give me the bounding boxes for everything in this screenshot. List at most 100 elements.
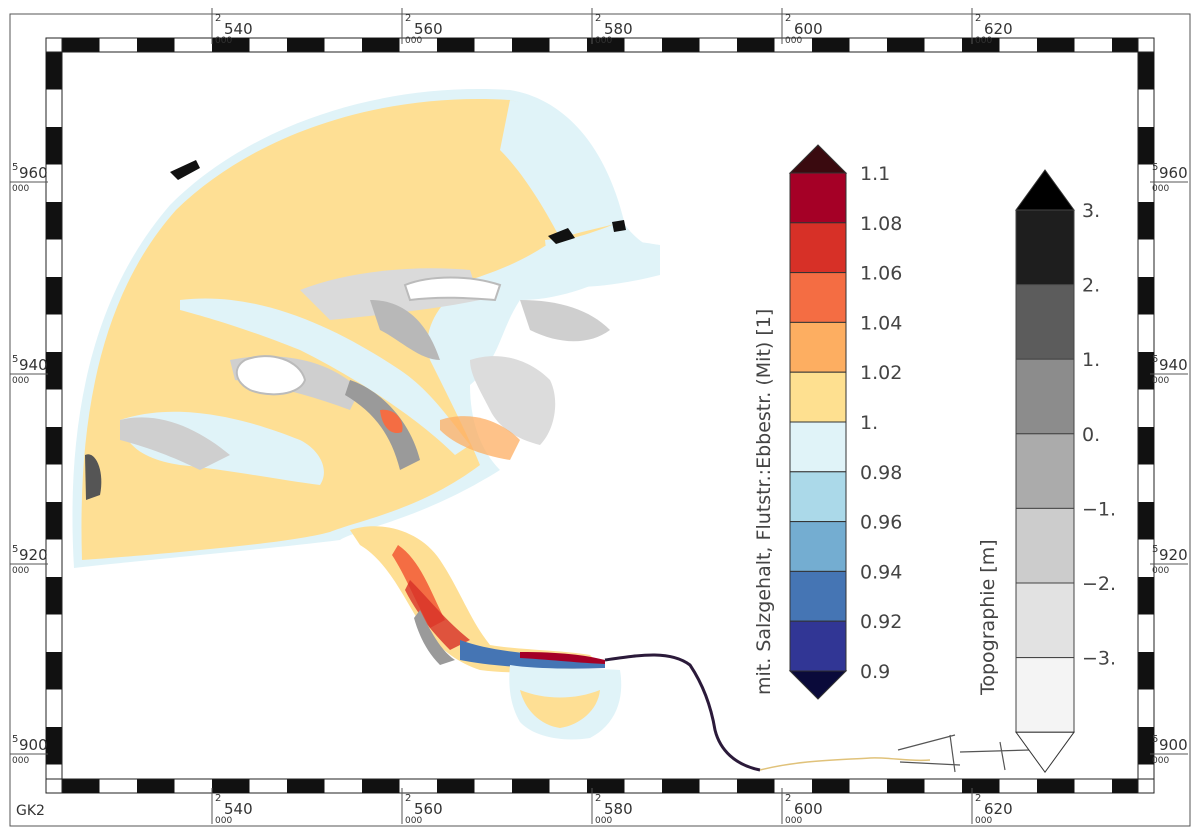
svg-text:600: 600 [794, 800, 823, 818]
border-segment [1138, 127, 1154, 165]
svg-text:5: 5 [12, 544, 18, 555]
legend-swatch [789, 172, 847, 224]
svg-text:580: 580 [604, 800, 633, 818]
map-content [72, 89, 1031, 773]
legend-swatch [789, 471, 847, 523]
southern-lobe-inner [520, 690, 600, 728]
svg-text:2: 2 [975, 793, 981, 804]
legend-salinity-label: 1.1 [860, 163, 890, 185]
legend-topo-label: 0. [1082, 424, 1100, 446]
legend-salinity-label: 1.04 [860, 312, 902, 334]
border-segment [46, 502, 62, 540]
estuary-flat [414, 610, 455, 665]
svg-text:000: 000 [12, 184, 29, 194]
svg-text:5: 5 [1152, 734, 1158, 745]
border-segment [46, 352, 62, 390]
legend-swatch [789, 421, 847, 473]
tidal-flats [85, 268, 610, 500]
y-tick-label: 5 920 000 [10, 544, 48, 576]
y-tick-label: 5 960 000 [1150, 162, 1188, 194]
svg-text:620: 620 [984, 800, 1013, 818]
border-segment [46, 277, 62, 315]
legend-topo-label: −1. [1082, 498, 1116, 520]
svg-text:000: 000 [1152, 566, 1169, 576]
y-tick-label: 5 960 000 [10, 162, 48, 194]
svg-text:2: 2 [595, 793, 601, 804]
border-segment [662, 779, 700, 793]
border-segment [137, 38, 175, 52]
svg-text:000: 000 [215, 36, 232, 46]
svg-text:000: 000 [12, 756, 29, 766]
svg-text:2: 2 [215, 793, 221, 804]
border-segment [512, 779, 550, 793]
border-segment [46, 127, 62, 165]
border-segment [587, 779, 625, 793]
svg-text:000: 000 [405, 816, 422, 826]
legend-topo-label: 3. [1082, 200, 1100, 222]
legend-salinity-label: 0.98 [860, 462, 902, 484]
svg-text:600: 600 [794, 20, 823, 38]
border-segment [287, 779, 325, 793]
legend-salinity-title: mit. Salzgehalt, Flutstr.:Ebbestr. (Mit)… [753, 309, 775, 695]
svg-text:560: 560 [414, 20, 443, 38]
legend-topo-label: 1. [1082, 349, 1100, 371]
legend-topo-title: Topographie [m] [977, 539, 999, 696]
border-segment [887, 38, 925, 52]
legend-swatch [789, 521, 847, 572]
legend-swatch [1015, 657, 1075, 733]
svg-text:2: 2 [405, 13, 411, 24]
y-tick-label: 5 900 000 [10, 734, 48, 766]
svg-text:540: 540 [224, 20, 253, 38]
legend-salinity-label: 1.06 [860, 263, 902, 285]
y-tick-label: 5 940 000 [1150, 354, 1188, 386]
border-segment [962, 38, 1000, 52]
border-segment [46, 427, 62, 465]
svg-text:560: 560 [414, 800, 443, 818]
svg-text:960: 960 [19, 164, 48, 182]
legend-swatch [789, 272, 847, 323]
svg-text:000: 000 [12, 566, 29, 576]
border-segment [1037, 38, 1075, 52]
svg-text:000: 000 [975, 816, 992, 826]
legend-swatch [1015, 433, 1075, 509]
legend-topo-label: −3. [1082, 648, 1116, 670]
svg-text:620: 620 [984, 20, 1013, 38]
border-segment [737, 38, 775, 52]
border-segment [1138, 427, 1154, 465]
svg-text:000: 000 [595, 36, 612, 46]
svg-text:920: 920 [1159, 546, 1188, 564]
svg-text:5: 5 [12, 734, 18, 745]
legend-salinity-label: 0.94 [860, 561, 902, 583]
svg-text:000: 000 [1152, 184, 1169, 194]
outer-frame [9, 13, 1191, 827]
y-tick-label: 5 940 000 [10, 354, 48, 386]
dark-feature-e [612, 220, 626, 232]
legend-swatch [789, 371, 847, 423]
svg-text:2: 2 [975, 13, 981, 24]
border-segment [812, 38, 850, 52]
river [604, 653, 761, 772]
legend-swatch [1015, 358, 1075, 435]
legend-salinity-label: 0.9 [860, 661, 890, 683]
border-segment [46, 727, 62, 765]
border-segment [512, 38, 550, 52]
border-segment [662, 38, 700, 52]
legend-swatch [789, 570, 847, 622]
legend-swatch [1015, 507, 1075, 584]
border-segment [1138, 202, 1154, 240]
border-segment [1112, 779, 1138, 793]
legend-swatch [1015, 582, 1075, 659]
river-tributary [759, 757, 931, 771]
svg-text:960: 960 [1159, 164, 1188, 182]
border-segment [587, 38, 625, 52]
border-segment [46, 52, 62, 90]
